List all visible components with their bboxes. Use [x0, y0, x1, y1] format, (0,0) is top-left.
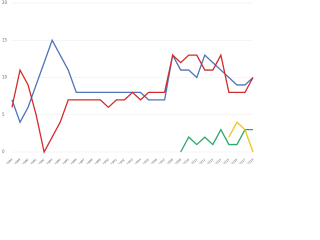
x-tick-label: 2016: [230, 158, 238, 164]
x-tick-label: 1999: [94, 158, 102, 164]
series-line: [11, 38, 254, 124]
y-tick-label: 20: [2, 0, 8, 5]
x-tick-label: 2010: [182, 158, 190, 164]
y-tick-label: 10: [2, 75, 8, 80]
x-tick-label: 2013: [206, 158, 214, 164]
x-tick-label: 2011: [190, 158, 198, 164]
x-tick-label: 2001: [110, 158, 118, 164]
x-tick-label: 2005: [142, 158, 150, 164]
series-line: [180, 128, 253, 153]
chart: 0 5 10 15 20 1988 1989 1990 1991 1992 1993 1994 1995…: [2, 0, 254, 164]
x-tick-label: 2002: [118, 158, 126, 164]
x-tick-label: 1991: [29, 158, 37, 164]
x-tick-label: 2007: [158, 158, 166, 164]
x-tick-label: 2003: [126, 158, 134, 164]
x-tick-label: 1988: [5, 158, 13, 164]
x-tick-label: 2018: [246, 158, 254, 164]
x-tick-label: 2015: [222, 158, 230, 164]
y-tick-label: 0: [2, 149, 5, 154]
x-tick-label: 2004: [134, 158, 142, 164]
x-tick-label: 1996: [69, 158, 77, 164]
x-tick-label: 1992: [37, 158, 45, 164]
series-line: [11, 53, 254, 154]
x-tick-label: 2008: [166, 158, 174, 164]
x-tick-label: 1995: [61, 158, 69, 164]
x-tick-label: 1990: [21, 158, 29, 164]
x-tick-label: 2009: [174, 158, 182, 164]
x-tick-label: 1994: [53, 158, 61, 164]
x-tick-label: 1989: [13, 158, 21, 164]
x-tick-label: 2000: [102, 158, 110, 164]
x-tick-label: 2017: [238, 158, 246, 164]
y-tick-label: 5: [2, 112, 5, 117]
x-tick-label: 2006: [150, 158, 158, 164]
x-tick-label: 1997: [77, 158, 85, 164]
series-line: [228, 121, 254, 153]
y-tick-label: 15: [2, 37, 8, 42]
x-tick-label: 2014: [214, 158, 222, 164]
x-tick-label: 1993: [45, 158, 53, 164]
x-tick-label: 2012: [198, 158, 206, 164]
x-tick-label: 1998: [86, 158, 94, 164]
